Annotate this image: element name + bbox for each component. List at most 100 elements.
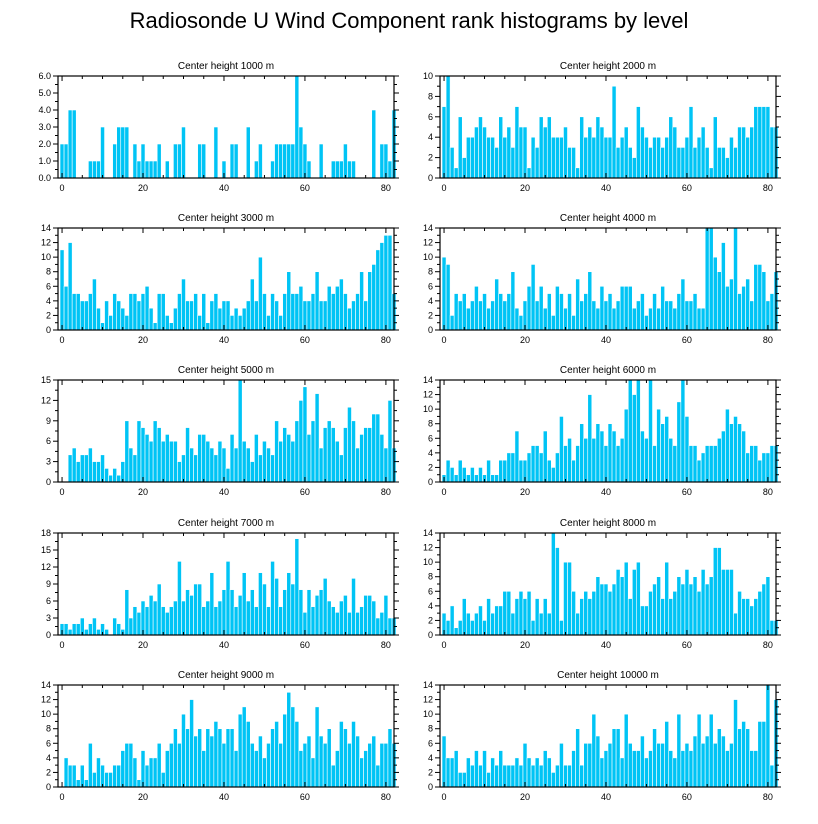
bar [132, 143, 138, 179]
bar [494, 474, 499, 483]
bar [534, 445, 540, 483]
bar [498, 293, 504, 331]
bar [318, 735, 324, 788]
bar [177, 461, 182, 483]
bar [108, 474, 113, 483]
bar [140, 750, 146, 788]
bar [737, 293, 742, 331]
x-tick-label: 80 [381, 183, 391, 193]
bar [745, 136, 750, 179]
y-tick-label: 0 [428, 782, 433, 792]
bar [652, 583, 657, 636]
bar [526, 757, 532, 788]
bar [599, 126, 605, 179]
bar [318, 143, 324, 179]
bar [270, 454, 275, 483]
bar [587, 394, 593, 483]
x-tick-label: 20 [520, 183, 530, 193]
bar [729, 742, 734, 788]
bar [355, 735, 360, 788]
bar [173, 143, 178, 179]
x-tick-label: 80 [763, 487, 773, 497]
bar [241, 706, 247, 788]
y-tick-label: 12 [41, 238, 51, 248]
bar [571, 315, 576, 331]
bar [67, 242, 73, 331]
bar [449, 315, 455, 331]
bar [765, 684, 771, 788]
bar [67, 454, 73, 483]
bar [217, 600, 223, 636]
bar [197, 728, 203, 788]
bar [664, 416, 670, 483]
bar [725, 750, 730, 788]
bar [164, 160, 170, 179]
bar [112, 468, 117, 483]
bar [335, 285, 340, 331]
bar [741, 598, 746, 636]
bar [351, 578, 356, 636]
bar [449, 605, 455, 636]
bar [197, 434, 203, 483]
bar [696, 713, 702, 788]
y-tick-label: 2 [428, 615, 433, 625]
bar [486, 136, 491, 179]
bar [490, 136, 495, 179]
bar [371, 600, 377, 636]
bar [282, 589, 288, 636]
bar [221, 447, 227, 483]
bar [631, 157, 637, 179]
bar [538, 612, 544, 636]
bar-group [441, 379, 779, 483]
bar [482, 293, 487, 331]
bar [330, 606, 336, 636]
bar [245, 600, 251, 636]
y-tick-label: 8 [46, 267, 51, 277]
bar [217, 307, 223, 331]
bar [704, 227, 710, 331]
bar [619, 285, 625, 331]
bar [213, 606, 219, 636]
bar [664, 561, 670, 636]
bar [457, 620, 463, 636]
bar [286, 271, 292, 331]
bar [611, 307, 617, 331]
bar [189, 595, 194, 636]
bar [209, 447, 215, 483]
bar [591, 713, 597, 788]
bar [164, 612, 170, 636]
bar [63, 285, 69, 331]
bar [530, 764, 536, 788]
bar [104, 468, 109, 483]
bar [310, 757, 316, 788]
bar [132, 454, 138, 483]
bar [514, 598, 520, 636]
bar [379, 242, 385, 331]
bar [96, 629, 101, 636]
bar [322, 578, 328, 636]
bar [92, 160, 97, 179]
x-tick-label: 40 [601, 487, 611, 497]
bar [526, 590, 532, 636]
bar [152, 160, 158, 179]
bar [221, 589, 227, 636]
bar [249, 278, 255, 331]
bar [387, 728, 393, 788]
bar [603, 750, 609, 788]
bar [733, 612, 738, 636]
bar [599, 285, 605, 331]
bar [266, 315, 271, 331]
bar [387, 617, 393, 636]
bar [672, 757, 678, 788]
bar [84, 300, 89, 331]
bar [363, 427, 368, 483]
bar [229, 143, 235, 179]
bar [567, 293, 572, 331]
bar [737, 423, 742, 483]
bar [769, 764, 775, 788]
bar [335, 612, 340, 636]
y-tick-label: 8 [428, 419, 433, 429]
bar [128, 742, 134, 788]
bar [526, 285, 532, 331]
x-tick-label: 60 [300, 792, 310, 802]
